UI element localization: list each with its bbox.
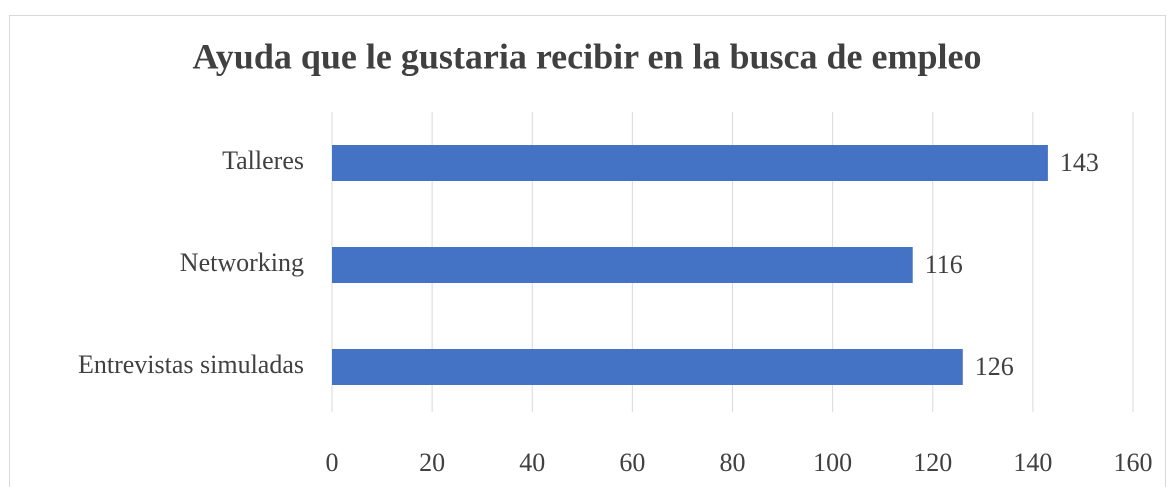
value-label: 116	[925, 250, 963, 279]
x-tick-label: 160	[1114, 448, 1153, 477]
x-tick-label: 20	[419, 448, 445, 477]
x-tick-label: 80	[720, 448, 746, 477]
bar	[332, 349, 963, 385]
x-tick-label: 140	[1013, 448, 1052, 477]
x-tick-label: 120	[913, 448, 952, 477]
y-tick-label: Networking	[180, 248, 304, 277]
value-label: 126	[975, 352, 1014, 381]
x-tick-label: 40	[519, 448, 545, 477]
x-tick-label: 0	[326, 448, 339, 477]
bar	[332, 145, 1048, 181]
value-label: 143	[1060, 148, 1099, 177]
chart-title: Ayuda que le gustaria recibir en la busc…	[192, 36, 981, 76]
bar	[332, 247, 913, 283]
y-tick-label: Talleres	[222, 146, 304, 175]
x-tick-label: 100	[813, 448, 852, 477]
y-tick-label: Entrevistas simuladas	[78, 350, 304, 379]
x-tick-label: 60	[619, 448, 645, 477]
